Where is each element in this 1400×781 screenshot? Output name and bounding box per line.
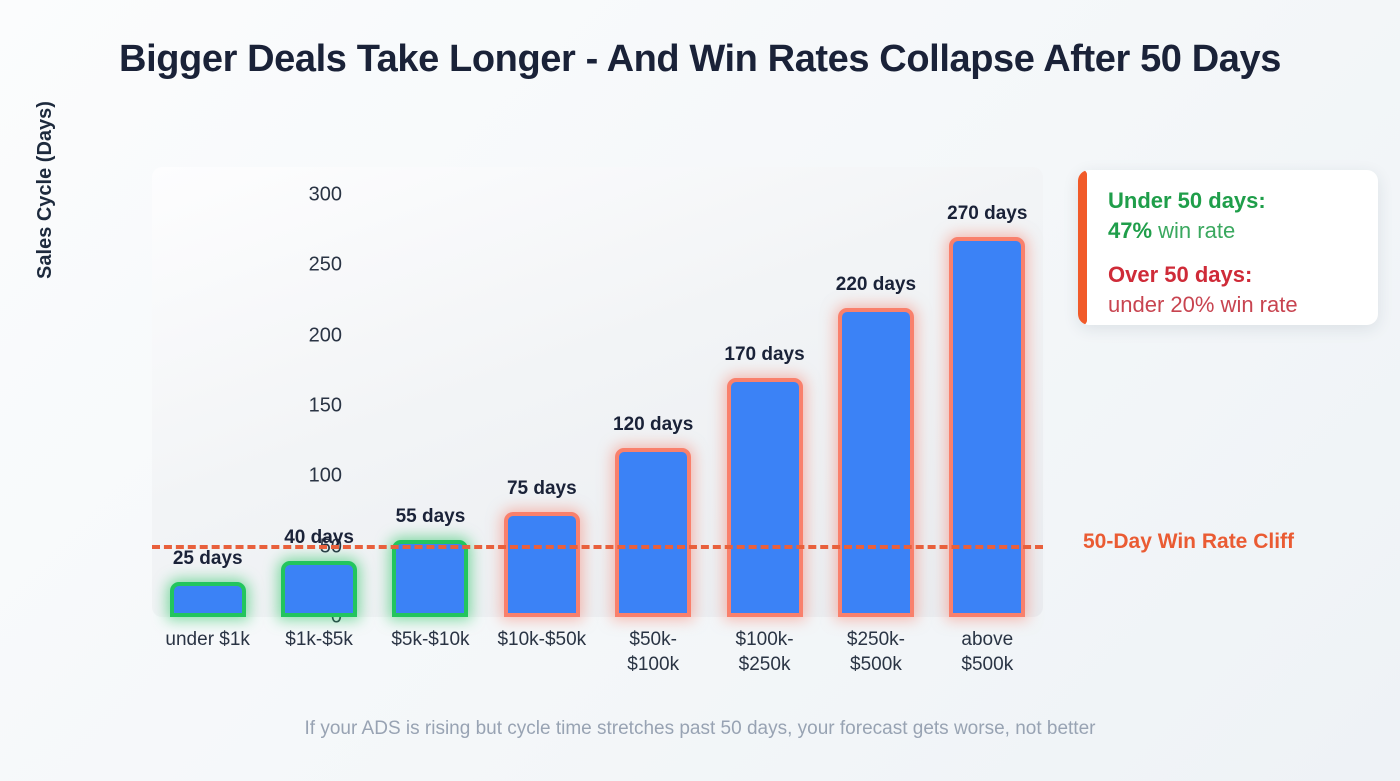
- x-axis-tick-line: $500k: [961, 654, 1014, 675]
- legend-under-suffix: win rate: [1152, 218, 1236, 243]
- x-axis-tick-line: $250k-: [846, 629, 905, 650]
- bar[interactable]: [281, 560, 358, 617]
- x-axis-labels: under $1k $1k-$5k $5k-$10k $10k-$50k $50k- $1…: [152, 627, 1043, 687]
- y-axis-tick-label: 150: [308, 394, 342, 417]
- legend-item-over-50: Over 50 days: under 20% win rate: [1108, 260, 1370, 320]
- y-axis-tick-label: 200: [308, 324, 342, 347]
- x-axis-tick-line: $50k-: [629, 629, 677, 650]
- y-axis-tick-label: 300: [308, 183, 342, 206]
- bar[interactable]: [615, 448, 692, 617]
- bar-group: 170 days: [724, 167, 805, 617]
- bar-group: 40 days: [281, 167, 358, 617]
- x-axis-tick-label: above $500k: [923, 627, 1051, 677]
- x-axis-tick-line: $500k: [850, 654, 902, 675]
- bar-group: 220 days: [836, 167, 916, 617]
- x-axis-tick-line: $250k: [738, 654, 791, 675]
- x-axis-tick-line: $100k-: [735, 629, 794, 650]
- legend-card: Under 50 days: 47% win rate Over 50 days…: [1078, 170, 1378, 325]
- legend-under-value: 47%: [1108, 218, 1153, 243]
- legend-under-heading: Under 50 days:: [1108, 188, 1266, 213]
- y-axis-tick-label: 100: [308, 464, 342, 487]
- legend-over-detail: under 20% win rate: [1108, 290, 1370, 320]
- bar-group: 120 days: [613, 167, 693, 617]
- bar-value-label: 270 days: [947, 203, 1028, 225]
- bar[interactable]: [837, 307, 914, 617]
- x-axis-tick-line: $10k-$50k: [497, 629, 587, 650]
- bar-value-label: 75 days: [506, 477, 577, 499]
- bar[interactable]: [949, 237, 1026, 617]
- legend-over-suffix: win rate: [1214, 292, 1298, 317]
- legend-body: Under 50 days: 47% win rate Over 50 days…: [1108, 186, 1370, 320]
- legend-over-prefix: under: [1108, 292, 1171, 317]
- x-axis-tick-line: under $1k: [165, 629, 250, 650]
- footer-note: If your ADS is rising but cycle time str…: [304, 718, 1096, 739]
- bar-value-label: 120 days: [613, 414, 694, 436]
- bar-group: 25 days: [169, 167, 246, 617]
- bar-value-label: 25 days: [172, 547, 243, 569]
- bar-group: 270 days: [947, 167, 1027, 617]
- legend-over-value: 20%: [1170, 292, 1215, 317]
- x-axis-tick-line: $100k: [627, 654, 680, 675]
- bar[interactable]: [503, 511, 580, 617]
- legend-over-heading: Over 50 days:: [1108, 262, 1253, 287]
- threshold-label: 50-Day Win Rate Cliff: [1083, 530, 1295, 553]
- bar-group: 75 days: [503, 167, 580, 617]
- bar-value-label: 55 days: [395, 505, 466, 527]
- bar-value-label: 170 days: [724, 343, 805, 365]
- x-axis-tick-label: $100k- $250k: [701, 627, 829, 677]
- x-axis-tick-line: above: [961, 629, 1014, 650]
- page-title: Bigger Deals Take Longer - And Win Rates…: [119, 38, 1281, 80]
- x-axis-tick-line: $1k-$5k: [285, 629, 353, 650]
- bar-group: 55 days: [392, 167, 469, 617]
- bar[interactable]: [392, 539, 469, 617]
- x-axis-tick-label: $250k- $500k: [812, 627, 940, 677]
- bar-value-label: 220 days: [835, 273, 917, 295]
- bar-series: 25 days 40 days 55 days 75 days 120 days 170 …: [152, 167, 1043, 617]
- x-axis-tick-label: $1k-$5k: [255, 627, 383, 652]
- x-axis-tick-label: $50k- $100k: [589, 627, 717, 677]
- bar[interactable]: [169, 581, 246, 617]
- bar[interactable]: [726, 377, 803, 617]
- x-axis-tick-label: $10k-$50k: [478, 627, 606, 652]
- bar-value-label: 40 days: [284, 526, 354, 548]
- y-axis-title: Sales Cycle (Days): [34, 101, 56, 279]
- x-axis-tick-label: $5k-$10k: [366, 627, 494, 652]
- y-axis-tick-label: 250: [308, 253, 342, 276]
- x-axis-tick-line: $5k-$10k: [391, 629, 470, 650]
- legend-accent-bar: [1078, 170, 1087, 325]
- threshold-line: [152, 545, 1043, 549]
- x-axis-tick-label: under $1k: [144, 627, 272, 652]
- legend-item-under-50: Under 50 days: 47% win rate: [1108, 186, 1370, 246]
- legend-under-detail: 47% win rate: [1108, 216, 1370, 246]
